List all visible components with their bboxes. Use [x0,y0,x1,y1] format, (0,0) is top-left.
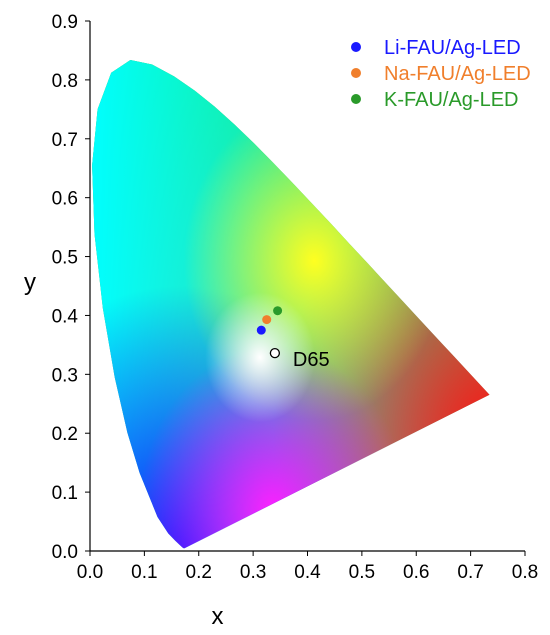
d65-label: D65 [293,349,330,371]
data-point-k-fau-ag-led [273,306,283,316]
legend: Li-FAU/Ag-LED Na-FAU/Ag-LED K-FAU/Ag-LED [351,37,531,111]
y-axis-ticks: 0.0 0.1 0.2 0.3 0.4 0.5 0.6 0.7 0.8 0.9 [52,12,90,563]
legend-label: Li-FAU/Ag-LED [384,37,521,59]
x-tick-label: 0.5 [349,562,375,583]
x-tick-label: 0.7 [457,562,483,583]
y-tick-label: 0.1 [52,483,78,504]
x-tick-label: 0.8 [512,562,538,583]
legend-marker [351,42,361,52]
data-point-na-fau-ag-led [262,315,272,325]
annotations: D65 [269,347,330,371]
x-tick-label: 0.1 [131,562,157,583]
legend-marker [351,68,361,78]
y-tick-label: 0.6 [52,189,78,210]
spectral-locus-fill [92,60,490,549]
y-tick-label: 0.4 [52,306,79,327]
x-axis-ticks: 0.0 0.1 0.2 0.3 0.4 0.5 0.6 0.7 0.8 [77,551,538,583]
data-point-li-fau-ag-led [256,325,266,335]
y-axis-label: y [24,269,36,296]
legend-marker [351,94,361,104]
x-axis-label: x [212,603,224,630]
y-tick-label: 0.7 [52,130,78,151]
legend-label: Na-FAU/Ag-LED [384,63,531,85]
y-tick-label: 0.3 [52,365,78,386]
y-tick-label: 0.2 [52,424,78,445]
y-tick-label: 0.8 [52,71,78,92]
y-tick-label: 0.0 [52,542,78,563]
x-tick-label: 0.0 [77,562,103,583]
y-tick-label: 0.9 [52,12,78,33]
x-tick-label: 0.4 [294,562,321,583]
x-tick-label: 0.3 [240,562,266,583]
x-tick-label: 0.6 [403,562,429,583]
x-tick-label: 0.2 [186,562,212,583]
d65-marker [269,347,281,359]
y-tick-label: 0.5 [52,248,78,269]
legend-label: K-FAU/Ag-LED [384,89,518,111]
data-points [256,306,283,335]
